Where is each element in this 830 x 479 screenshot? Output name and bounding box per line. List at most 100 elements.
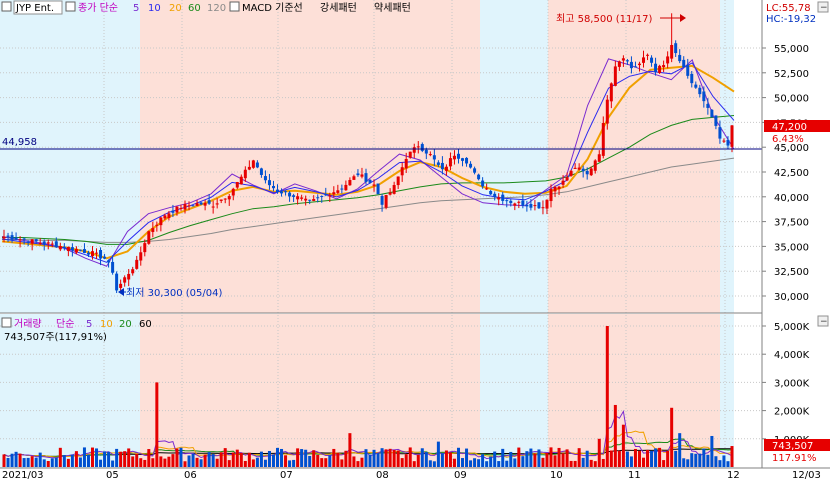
volume-bar[interactable] — [629, 456, 633, 467]
volume-bar[interactable] — [416, 454, 420, 467]
volume-bar[interactable] — [613, 404, 617, 467]
volume-bar[interactable] — [380, 448, 384, 467]
candle-body[interactable] — [597, 154, 601, 162]
volume-bar[interactable] — [485, 461, 489, 467]
volume-bar[interactable] — [557, 447, 561, 467]
candle-body[interactable] — [211, 206, 215, 208]
candle-body[interactable] — [78, 249, 82, 251]
candle-body[interactable] — [320, 195, 324, 197]
candle-body[interactable] — [62, 246, 66, 249]
volume-bar[interactable] — [625, 451, 629, 467]
candle-body[interactable] — [440, 162, 444, 170]
volume-bar[interactable] — [372, 449, 376, 467]
candle-body[interactable] — [690, 73, 694, 84]
candle-body[interactable] — [119, 283, 123, 288]
candle-body[interactable] — [344, 184, 348, 191]
candle-body[interactable] — [30, 239, 34, 244]
volume-bar[interactable] — [694, 453, 698, 467]
candle-body[interactable] — [424, 149, 428, 154]
volume-bar[interactable] — [90, 447, 94, 467]
candle-body[interactable] — [481, 180, 485, 187]
volume-bar[interactable] — [151, 458, 155, 467]
volume-bar[interactable] — [38, 452, 42, 467]
candle-body[interactable] — [267, 180, 271, 186]
candle-body[interactable] — [485, 188, 489, 190]
volume-bar[interactable] — [501, 448, 505, 467]
candle-body[interactable] — [207, 200, 211, 204]
candle-body[interactable] — [356, 173, 360, 176]
volume-bar[interactable] — [448, 452, 452, 467]
candle-body[interactable] — [662, 65, 666, 68]
candle-body[interactable] — [271, 185, 275, 189]
volume-bar[interactable] — [633, 448, 637, 467]
volume-bar[interactable] — [207, 452, 211, 467]
candle-body[interactable] — [529, 203, 533, 208]
candle-body[interactable] — [646, 54, 650, 56]
candle-body[interactable] — [573, 167, 577, 169]
candle-body[interactable] — [364, 173, 368, 182]
candle-body[interactable] — [420, 144, 424, 151]
volume-bar[interactable] — [360, 457, 364, 467]
candle-body[interactable] — [10, 235, 14, 240]
volume-bar[interactable] — [312, 450, 316, 467]
candle-body[interactable] — [642, 57, 646, 63]
candle-body[interactable] — [115, 273, 119, 291]
volume-bar[interactable] — [469, 460, 473, 467]
volume-bar[interactable] — [573, 460, 577, 467]
candle-body[interactable] — [263, 176, 267, 181]
candle-body[interactable] — [360, 174, 364, 177]
volume-bar[interactable] — [271, 454, 275, 467]
volume-bar[interactable] — [521, 456, 525, 467]
candle-body[interactable] — [581, 168, 585, 172]
candle-body[interactable] — [372, 184, 376, 186]
volume-bar[interactable] — [601, 458, 605, 467]
candle-body[interactable] — [352, 176, 356, 180]
volume-bar[interactable] — [670, 407, 674, 467]
volume-bar[interactable] — [509, 451, 513, 467]
candle-body[interactable] — [698, 87, 702, 95]
candle-body[interactable] — [235, 182, 239, 188]
volume-bar[interactable] — [86, 454, 90, 467]
candle-body[interactable] — [493, 193, 497, 197]
candle-body[interactable] — [300, 197, 304, 199]
volume-bar[interactable] — [553, 455, 557, 467]
volume-collapse-button[interactable] — [817, 315, 829, 327]
candle-body[interactable] — [396, 176, 400, 186]
volume-checkbox-icon[interactable] — [1, 317, 12, 328]
candle-body[interactable] — [501, 194, 505, 201]
candle-body[interactable] — [585, 170, 589, 175]
volume-bar[interactable] — [82, 447, 86, 467]
volume-bar[interactable] — [191, 453, 195, 467]
candle-body[interactable] — [259, 168, 263, 175]
volume-bar[interactable] — [589, 459, 593, 467]
volume-bar[interactable] — [78, 457, 82, 467]
candle-body[interactable] — [296, 196, 300, 200]
volume-bar[interactable] — [123, 451, 127, 467]
volume-bar[interactable] — [549, 447, 553, 467]
volume-bar[interactable] — [235, 449, 239, 467]
candle-body[interactable] — [155, 224, 159, 226]
ticker-box[interactable] — [13, 0, 63, 15]
volume-bar[interactable] — [139, 458, 143, 467]
volume-bar[interactable] — [95, 448, 99, 467]
candle-body[interactable] — [22, 238, 26, 240]
volume-bar[interactable] — [452, 458, 456, 467]
candle-body[interactable] — [308, 199, 312, 201]
volume-bar[interactable] — [30, 456, 34, 467]
candle-body[interactable] — [348, 180, 352, 186]
candle-body[interactable] — [131, 269, 135, 274]
volume-bar[interactable] — [46, 460, 50, 467]
volume-bar[interactable] — [211, 454, 215, 467]
candle-body[interactable] — [629, 61, 633, 69]
candle-body[interactable] — [82, 249, 86, 253]
volume-bar[interactable] — [300, 449, 304, 467]
volume-bar[interactable] — [654, 448, 658, 467]
candle-body[interactable] — [247, 166, 251, 170]
volume-bar[interactable] — [308, 455, 312, 467]
volume-bar[interactable] — [344, 450, 348, 467]
volume-bar[interactable] — [533, 453, 537, 467]
volume-bar[interactable] — [107, 451, 111, 467]
candle-body[interactable] — [376, 183, 380, 195]
volume-bar[interactable] — [609, 450, 613, 467]
candle-body[interactable] — [18, 239, 22, 241]
